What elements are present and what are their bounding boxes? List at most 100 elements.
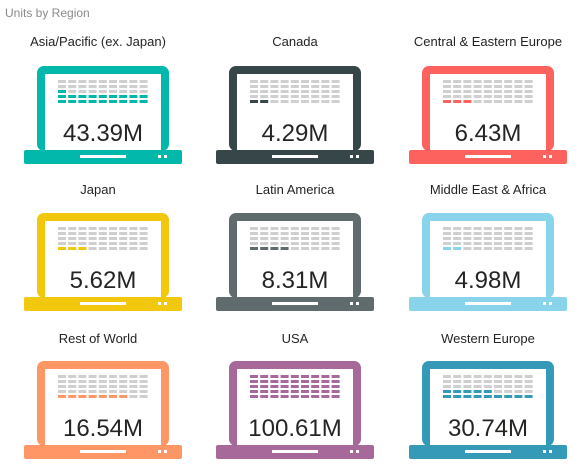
grid-cell-filled	[301, 375, 309, 378]
grid-cell-filled	[473, 390, 482, 393]
grid-cell-filled	[280, 395, 289, 398]
grid-cell-empty	[129, 90, 138, 93]
value-grid	[250, 80, 340, 103]
laptop-tile: 8.31M	[216, 213, 374, 311]
grid-cell-filled	[290, 385, 299, 388]
grid-cell-empty	[139, 242, 148, 245]
grid-cell-empty	[119, 242, 128, 245]
value-grid	[443, 375, 533, 398]
grid-cell-filled	[443, 247, 451, 250]
grid-cell-empty	[463, 90, 472, 93]
grid-cell-empty	[331, 242, 340, 245]
grid-cell-empty	[98, 247, 107, 250]
grid-cell-filled	[504, 395, 513, 398]
grid-cell-empty	[250, 85, 258, 88]
grid-cell-filled	[88, 395, 97, 398]
grid-cell-empty	[58, 85, 66, 88]
grid-cell-empty	[98, 90, 107, 93]
value-grid	[58, 80, 148, 103]
grid-cell-empty	[483, 227, 492, 230]
grid-cell-filled	[443, 390, 451, 393]
grid-cell-empty	[78, 385, 87, 388]
grid-cell-filled	[270, 380, 279, 383]
grid-cell-empty	[58, 227, 66, 230]
grid-cell-empty	[109, 80, 117, 83]
grid-cell-filled	[331, 380, 340, 383]
grid-cell-empty	[453, 380, 462, 383]
grid-cell-empty	[129, 85, 138, 88]
grid-cell-empty	[88, 237, 97, 240]
grid-cell-empty	[109, 237, 117, 240]
grid-cell-empty	[311, 100, 320, 103]
grid-cell-empty	[139, 395, 148, 398]
grid-cell-empty	[453, 95, 462, 98]
grid-cell-filled	[321, 375, 330, 378]
grid-cell-filled	[68, 100, 77, 103]
grid-cell-empty	[524, 390, 533, 393]
grid-cell-filled	[88, 100, 97, 103]
laptop-light-dot	[164, 155, 167, 158]
grid-cell-empty	[473, 380, 482, 383]
grid-cell-filled	[250, 375, 258, 378]
grid-cell-empty	[68, 232, 77, 235]
grid-cell-empty	[270, 227, 279, 230]
grid-cell-empty	[311, 80, 320, 83]
grid-cell-empty	[443, 237, 451, 240]
grid-cell-empty	[443, 242, 451, 245]
grid-cell-empty	[514, 85, 523, 88]
grid-cell-empty	[514, 242, 523, 245]
grid-cell-empty	[270, 100, 279, 103]
grid-cell-empty	[301, 95, 309, 98]
grid-cell-empty	[494, 85, 502, 88]
grid-cell-empty	[524, 232, 533, 235]
grid-cell-empty	[453, 227, 462, 230]
category-label: Canada	[272, 34, 318, 49]
grid-cell-filled	[280, 375, 289, 378]
grid-cell-empty	[129, 80, 138, 83]
grid-cell-empty	[463, 380, 472, 383]
grid-cell-filled	[443, 395, 451, 398]
grid-cell-empty	[473, 227, 482, 230]
grid-cell-empty	[68, 227, 77, 230]
laptop-tile: 4.98M	[409, 213, 567, 311]
grid-cell-empty	[98, 237, 107, 240]
grid-cell-empty	[494, 95, 502, 98]
grid-cell-empty	[504, 242, 513, 245]
grid-cell-filled	[250, 100, 258, 103]
grid-cell-filled	[311, 395, 320, 398]
grid-cell-empty	[463, 232, 472, 235]
grid-cell-empty	[88, 232, 97, 235]
grid-cell-empty	[463, 237, 472, 240]
grid-cell-filled	[270, 385, 279, 388]
laptop-light-dot	[549, 302, 552, 305]
grid-cell-empty	[321, 95, 330, 98]
laptop-light-dot	[356, 450, 359, 453]
grid-cell-empty	[250, 227, 258, 230]
category-label: Japan	[80, 182, 116, 197]
laptop-trackpad	[272, 450, 318, 453]
grid-cell-empty	[443, 227, 451, 230]
grid-cell-empty	[443, 380, 451, 383]
grid-cell-empty	[494, 227, 502, 230]
grid-cell-empty	[270, 237, 279, 240]
grid-cell-filled	[58, 395, 66, 398]
grid-cell-empty	[78, 90, 87, 93]
grid-cell-empty	[514, 375, 523, 378]
grid-cell-empty	[68, 242, 77, 245]
grid-cell-empty	[443, 90, 451, 93]
grid-cell-empty	[139, 237, 148, 240]
grid-cell-empty	[301, 100, 309, 103]
grid-cell-empty	[260, 95, 269, 98]
grid-cell-empty	[290, 247, 299, 250]
grid-cell-filled	[260, 390, 269, 393]
grid-cell-empty	[270, 85, 279, 88]
grid-cell-empty	[260, 85, 269, 88]
grid-cell-empty	[514, 390, 523, 393]
grid-cell-empty	[119, 90, 128, 93]
grid-cell-empty	[453, 237, 462, 240]
category-label: USA	[281, 331, 309, 346]
grid-cell-filled	[260, 385, 269, 388]
grid-cell-empty	[311, 232, 320, 235]
laptop-light-dot	[350, 155, 353, 158]
grid-cell-filled	[109, 395, 117, 398]
